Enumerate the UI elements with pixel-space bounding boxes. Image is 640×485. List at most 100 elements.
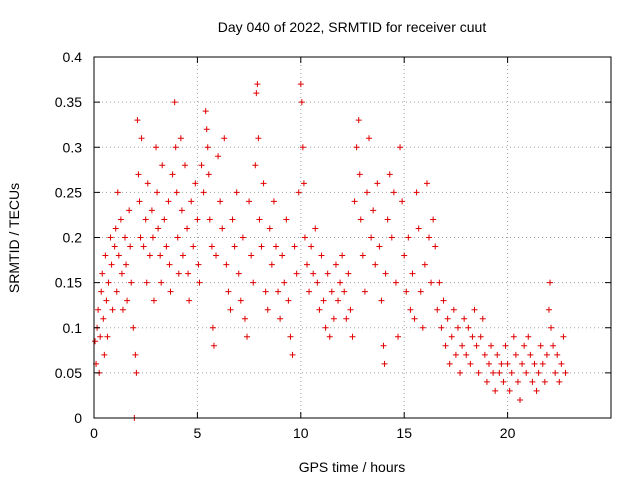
data-point [554, 351, 561, 358]
grid-lines [94, 57, 611, 418]
data-point [390, 189, 397, 196]
data-point [143, 279, 150, 286]
data-point [102, 252, 109, 259]
data-point [521, 342, 528, 349]
data-point [148, 207, 155, 214]
data-point [254, 81, 261, 88]
data-point [556, 378, 563, 385]
data-point [117, 216, 124, 223]
data-point [372, 261, 379, 268]
data-point [421, 261, 428, 268]
data-point [194, 216, 201, 223]
data-point [548, 324, 555, 331]
data-point [558, 360, 565, 367]
data-point [560, 333, 567, 340]
data-point [374, 180, 381, 187]
data-point [173, 189, 180, 196]
tick-labels: 0 5 10 15 20 0 0.05 0.1 0.15 0.2 0.25 0.3 0.35 0.4 [55, 49, 516, 441]
data-point [380, 342, 387, 349]
data-point [357, 216, 364, 223]
data-point [287, 333, 294, 340]
data-point [529, 378, 536, 385]
y-tick-label: 0.35 [55, 94, 82, 110]
data-point [100, 315, 107, 322]
data-point [523, 369, 530, 376]
data-point [237, 297, 244, 304]
data-point [113, 288, 120, 295]
data-point [124, 297, 131, 304]
data-point [248, 252, 255, 259]
data-point [154, 189, 161, 196]
data-point [552, 369, 559, 376]
data-point [496, 369, 503, 376]
data-point [477, 333, 484, 340]
data-point [138, 135, 145, 142]
data-point [202, 108, 209, 115]
data-point [434, 306, 441, 313]
data-point [417, 288, 424, 295]
data-point [413, 189, 420, 196]
data-point [475, 369, 482, 376]
data-point [370, 207, 377, 214]
data-point [546, 279, 553, 286]
data-point [136, 198, 143, 205]
data-point [543, 351, 550, 358]
data-point [376, 243, 383, 250]
data-point [279, 252, 286, 259]
data-point [517, 396, 524, 403]
data-point [114, 189, 121, 196]
data-point [252, 162, 259, 169]
data-point [519, 360, 526, 367]
data-point [384, 216, 391, 223]
data-point [330, 315, 337, 322]
y-tick-label: 0.2 [63, 230, 83, 246]
data-point [392, 279, 399, 286]
data-point [223, 261, 230, 268]
data-point [291, 243, 298, 250]
data-point [467, 360, 474, 367]
data-point [146, 252, 153, 259]
data-point [541, 378, 548, 385]
data-point [502, 342, 509, 349]
data-point [231, 243, 238, 250]
data-point [444, 315, 451, 322]
data-point [153, 144, 160, 151]
data-point [535, 369, 542, 376]
data-point [381, 360, 388, 367]
data-point [401, 252, 408, 259]
data-point [461, 315, 468, 322]
data-point [277, 315, 284, 322]
data-point [219, 225, 226, 232]
data-point [115, 252, 122, 259]
data-point [221, 135, 228, 142]
data-point [174, 234, 181, 241]
data-point [181, 162, 188, 169]
data-point [432, 243, 439, 250]
data-point [539, 360, 546, 367]
data-point [463, 351, 470, 358]
data-point [388, 234, 395, 241]
data-point [184, 225, 191, 232]
data-point [322, 324, 329, 331]
data-point [326, 333, 333, 340]
data-point [92, 338, 99, 345]
data-point [233, 189, 240, 196]
data-point [289, 351, 296, 358]
data-point [210, 342, 217, 349]
data-point [446, 360, 453, 367]
data-point [192, 180, 199, 187]
data-point [492, 387, 499, 394]
data-point [335, 297, 342, 304]
data-point [293, 270, 300, 277]
data-point [500, 378, 507, 385]
data-point [295, 189, 302, 196]
x-axis-label: GPS time / hours [299, 459, 406, 475]
data-point [107, 234, 114, 241]
data-point [97, 333, 104, 340]
data-point [531, 360, 538, 367]
data-point [314, 279, 321, 286]
data-point [300, 180, 307, 187]
data-point [272, 243, 279, 250]
data-point [426, 234, 433, 241]
